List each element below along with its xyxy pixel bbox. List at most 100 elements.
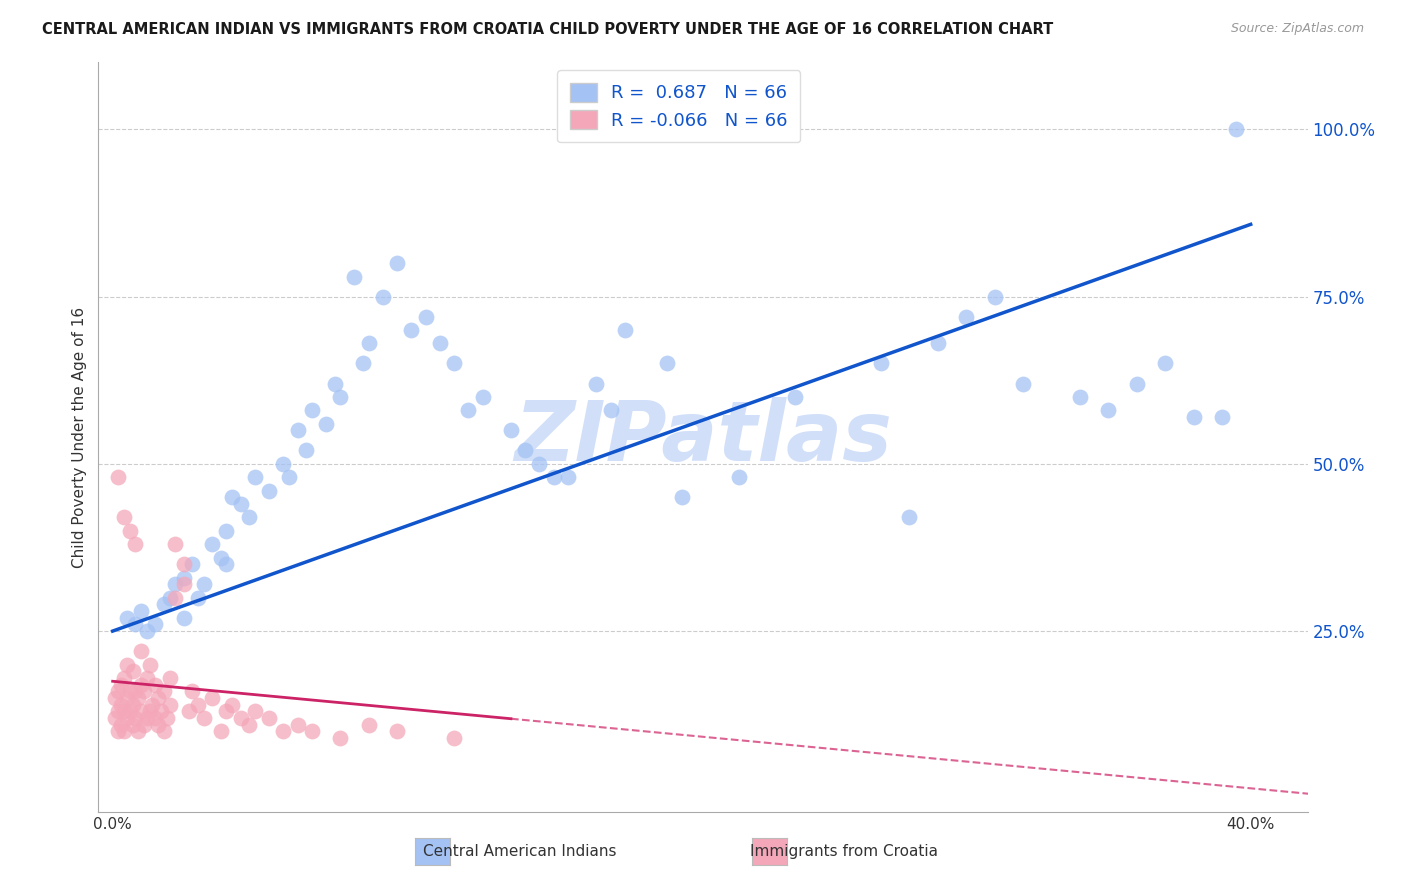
Point [457, 403, 479, 417]
Point [215, 705, 238, 719]
Point [118, 705, 141, 719]
Point [153, 598, 176, 612]
Point [229, 711, 252, 725]
Point [121, 698, 143, 712]
Point [121, 664, 143, 679]
Point [143, 678, 166, 692]
Point [112, 705, 135, 719]
Point [201, 537, 224, 551]
Point [385, 724, 408, 739]
Point [124, 617, 146, 632]
Point [1211, 410, 1233, 425]
Point [238, 510, 260, 524]
Point [287, 717, 309, 731]
Point [499, 424, 522, 438]
Point [173, 571, 195, 585]
Point [127, 724, 149, 739]
Point [107, 470, 129, 484]
Point [415, 310, 437, 324]
Point [193, 711, 215, 725]
Point [165, 537, 187, 551]
Point [179, 705, 201, 719]
Point [983, 289, 1005, 303]
Point [124, 711, 146, 725]
Point [132, 717, 155, 731]
Point [135, 711, 157, 725]
Point [110, 717, 132, 731]
Point [613, 323, 636, 337]
Point [243, 470, 266, 484]
Point [129, 604, 152, 618]
Point [138, 705, 160, 719]
Point [209, 550, 232, 565]
Point [173, 577, 195, 591]
Point [127, 691, 149, 706]
Point [273, 724, 295, 739]
Point [135, 624, 157, 639]
Point [115, 711, 138, 725]
Point [869, 356, 891, 371]
Point [110, 698, 132, 712]
Point [323, 376, 346, 391]
Point [132, 684, 155, 698]
Point [229, 497, 252, 511]
Point [585, 376, 607, 391]
Point [443, 356, 465, 371]
Point [159, 591, 181, 605]
Point [471, 390, 494, 404]
Point [118, 524, 141, 538]
Point [121, 717, 143, 731]
Point [201, 691, 224, 706]
Point [124, 537, 146, 551]
Point [156, 711, 179, 725]
Point [129, 644, 152, 658]
Point [785, 390, 807, 404]
Point [135, 671, 157, 685]
Point [515, 443, 537, 458]
Point [1182, 410, 1205, 425]
Point [371, 289, 394, 303]
Point [343, 269, 366, 284]
Point [143, 617, 166, 632]
Point [385, 256, 408, 270]
Text: Immigrants from Croatia: Immigrants from Croatia [749, 845, 938, 859]
Point [112, 671, 135, 685]
Point [107, 724, 129, 739]
Point [215, 524, 238, 538]
Point [165, 591, 187, 605]
Point [173, 557, 195, 572]
Point [221, 491, 243, 505]
Point [129, 705, 152, 719]
Point [898, 510, 921, 524]
Point [295, 443, 318, 458]
Point [243, 705, 266, 719]
Point [278, 470, 301, 484]
Point [429, 336, 451, 351]
Point [112, 724, 135, 739]
Point [301, 403, 323, 417]
Point [153, 684, 176, 698]
Point [529, 457, 551, 471]
Point [273, 457, 295, 471]
Point [153, 724, 176, 739]
Point [238, 717, 260, 731]
Point [115, 691, 138, 706]
Point [221, 698, 243, 712]
Point [352, 356, 374, 371]
Point [187, 591, 209, 605]
Point [129, 678, 152, 692]
Point [104, 691, 127, 706]
Point [146, 691, 169, 706]
Point [146, 717, 169, 731]
Text: ZIPatlas: ZIPatlas [515, 397, 891, 477]
Point [115, 657, 138, 672]
Point [443, 731, 465, 746]
Point [159, 698, 181, 712]
Point [329, 390, 352, 404]
Point [287, 424, 309, 438]
Point [955, 310, 977, 324]
Point [357, 717, 380, 731]
Point [181, 557, 204, 572]
Point [112, 510, 135, 524]
Point [1069, 390, 1091, 404]
